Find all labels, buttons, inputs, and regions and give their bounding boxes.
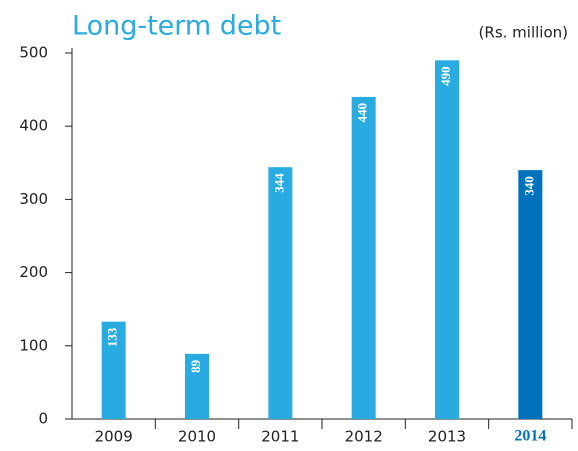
data-label: 133	[105, 327, 120, 347]
x-tick-label: 2012	[345, 428, 383, 446]
data-label: 89	[188, 359, 203, 373]
unit-label: (Rs. million)	[479, 24, 568, 42]
chart-title: Long-term debt	[72, 11, 281, 42]
x-tick-label: 2013	[428, 428, 466, 446]
x-tick-label: 2009	[95, 428, 133, 446]
y-tick-label: 300	[19, 190, 48, 208]
x-tick-label: 2014	[514, 428, 546, 445]
y-tick-label: 500	[19, 44, 48, 62]
bar	[268, 167, 293, 419]
bar	[101, 321, 126, 419]
bar	[435, 60, 459, 419]
y-tick-label: 0	[38, 410, 48, 428]
data-label: 344	[271, 173, 286, 193]
data-label: 340	[521, 176, 536, 196]
x-tick-label: 2010	[178, 428, 216, 446]
bar	[351, 96, 376, 420]
data-label: 490	[438, 66, 453, 86]
bar	[185, 353, 209, 419]
bar	[518, 170, 543, 419]
y-tick-label: 100	[19, 336, 48, 354]
data-label: 440	[355, 103, 370, 123]
x-tick-label: 2011	[261, 428, 299, 446]
y-tick-label: 200	[19, 263, 48, 281]
y-tick-label: 400	[19, 117, 48, 135]
